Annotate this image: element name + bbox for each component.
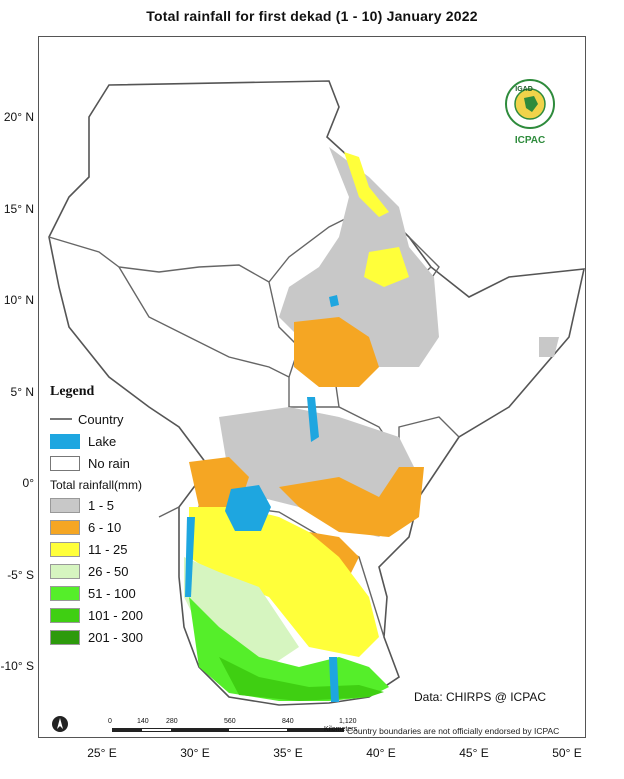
legend-country: Country — [50, 408, 180, 430]
rainfall-map — [48, 80, 585, 706]
legend-class-label: 101 - 200 — [88, 607, 143, 623]
scale-label: 0 — [108, 718, 112, 725]
legend-lake-label: Lake — [88, 433, 117, 449]
igad-emblem-icon — [505, 79, 555, 129]
legend-class-row: 6 - 10 — [50, 516, 180, 538]
north-arrow-icon — [52, 716, 68, 732]
legend-class-swatch — [50, 629, 80, 645]
legend-no-rain-label: No rain — [88, 455, 130, 471]
legend-class-label: 26 - 50 — [88, 563, 129, 579]
y-tick-label: -10° S — [0, 659, 34, 673]
lake-victoria — [225, 485, 271, 531]
legend-title: Legend — [50, 384, 95, 399]
x-tick-label: 45° E — [459, 746, 489, 760]
scale-label: 1,120 — [339, 718, 357, 725]
legend-class-row: 1 - 5 — [50, 494, 180, 516]
legend-class-row: 11 - 25 — [50, 538, 180, 560]
x-tick-label: 35° E — [273, 746, 303, 760]
x-tick-label: 30° E — [180, 746, 210, 760]
lake-turkana — [307, 397, 319, 442]
legend-class-row: 201 - 300 — [50, 626, 180, 648]
legend-lake: Lake — [50, 430, 180, 452]
legend-class-swatch — [50, 497, 80, 513]
legend-class-swatch — [50, 563, 80, 579]
lake-tanganyika — [185, 517, 195, 597]
legend-class-row: 26 - 50 — [50, 560, 180, 582]
map-title: Total rainfall for first dekad (1 - 10) … — [146, 8, 478, 24]
rain-101-200 — [219, 657, 384, 701]
scale-label: 840 — [282, 718, 294, 725]
country-line-icon — [50, 418, 72, 420]
legend-class-row: 101 - 200 — [50, 604, 180, 626]
legend-class-label: 1 - 5 — [88, 497, 115, 513]
y-tick-label: 20° N — [3, 110, 34, 124]
legend-country-label: Country — [78, 411, 124, 427]
map-frame[interactable] — [38, 36, 586, 738]
data-credit: Data: CHIRPS @ ICPAC — [414, 690, 546, 704]
y-tick-label: 10° N — [3, 293, 34, 307]
x-tick-label: 50° E — [552, 746, 582, 760]
rain-6-10 — [189, 317, 424, 577]
scale-label: 560 — [224, 718, 236, 725]
logo-top-text: IGAD — [515, 86, 533, 93]
y-tick-label: 5° N — [10, 384, 34, 399]
legend-class-label: 201 - 300 — [88, 629, 143, 645]
legend-class-swatch — [50, 607, 80, 623]
y-tick-label: 0° — [22, 476, 34, 490]
legend-rainfall-title: Total rainfall(mm) — [50, 478, 143, 492]
legend-class-row: 51 - 100 — [50, 582, 180, 604]
x-tick-label: 40° E — [366, 746, 396, 760]
logo-bottom-text: ICPAC — [514, 135, 546, 146]
region-outline — [48, 80, 585, 706]
legend-class-label: 11 - 25 — [88, 541, 128, 557]
scale-label: 280 — [166, 718, 178, 725]
lakes — [185, 295, 339, 702]
legend-class-label: 51 - 100 — [88, 585, 136, 601]
legend-class-label: 6 - 10 — [88, 519, 122, 535]
no-rain-swatch — [50, 455, 80, 471]
legend-no-rain: No rain — [50, 452, 180, 474]
scale-unit: Kilometers — [324, 726, 358, 733]
legend-class-swatch — [50, 519, 80, 535]
legend-class-swatch — [50, 585, 80, 601]
igad-icpac-logo: IGAD ICPAC — [496, 78, 564, 146]
legend-class-swatch — [50, 541, 80, 557]
lake-tana — [329, 295, 339, 307]
x-tick-label: 25° E — [87, 746, 117, 760]
disclaimer-text: Country boundaries are not officially en… — [347, 726, 560, 736]
rain-11-25 — [189, 152, 409, 657]
lake-swatch — [50, 433, 80, 449]
y-tick-label: -5° S — [7, 567, 34, 582]
map-legend: Legend Country Lake No rain Total rainfa… — [50, 384, 180, 648]
scale-label: 140 — [137, 718, 149, 725]
y-tick-label: 15° N — [3, 201, 34, 216]
scale-bar-graphic — [112, 728, 344, 732]
lake-malawi — [329, 657, 339, 702]
